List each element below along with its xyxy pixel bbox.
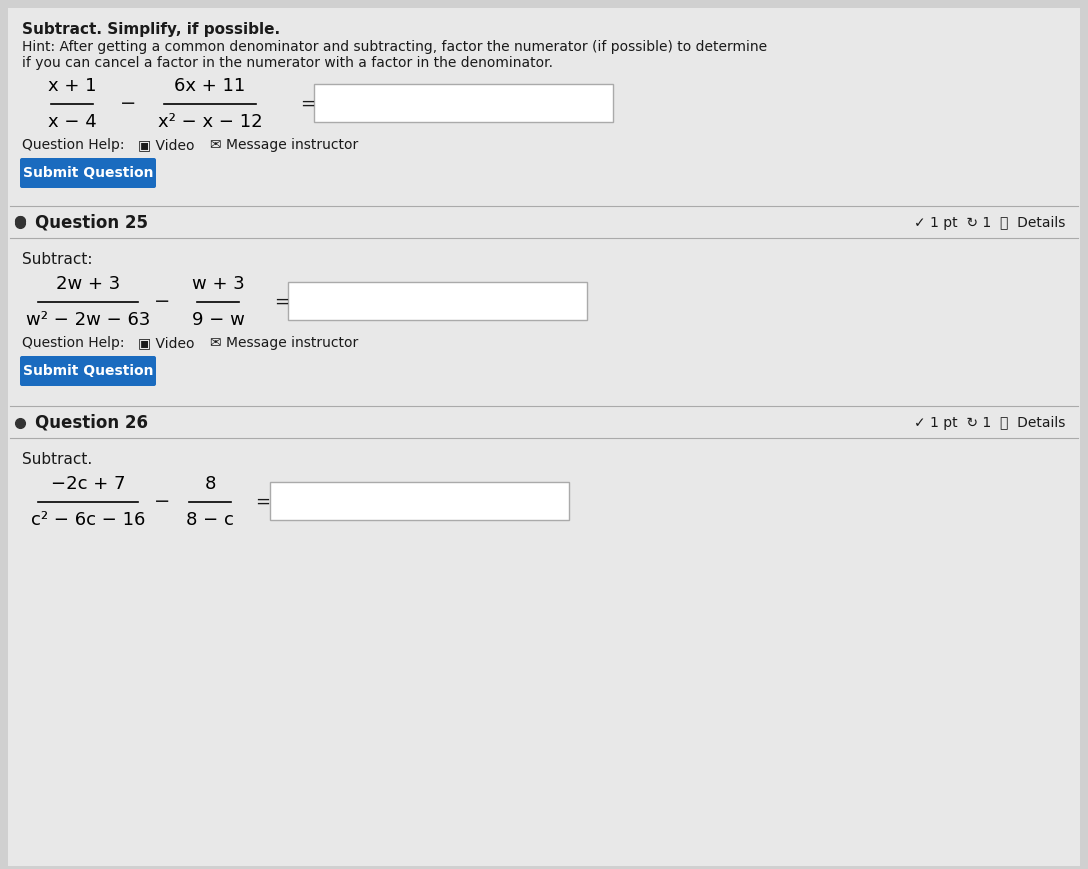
Text: if you can cancel a factor in the numerator with a factor in the denominator.: if you can cancel a factor in the numera…	[22, 56, 553, 70]
FancyBboxPatch shape	[20, 158, 156, 188]
Text: 6x + 11: 6x + 11	[174, 77, 246, 95]
FancyBboxPatch shape	[314, 84, 613, 122]
FancyBboxPatch shape	[270, 482, 569, 520]
Text: −2c + 7: −2c + 7	[51, 475, 125, 493]
Text: Subtract. Simplify, if possible.: Subtract. Simplify, if possible.	[22, 22, 280, 37]
Text: Question 26: Question 26	[35, 414, 148, 432]
Text: ✉ Message instructor: ✉ Message instructor	[210, 336, 358, 350]
Text: ✓ 1 pt  ↻ 1  ⓘ  Details: ✓ 1 pt ↻ 1 ⓘ Details	[914, 416, 1065, 430]
Text: Subtract.: Subtract.	[22, 452, 92, 467]
Text: Hint: After getting a common denominator and subtracting, factor the numerator (: Hint: After getting a common denominator…	[22, 40, 767, 54]
Text: =: =	[255, 493, 270, 511]
FancyBboxPatch shape	[288, 282, 588, 320]
Text: Question Help:: Question Help:	[22, 138, 124, 152]
Text: 8 − c: 8 − c	[186, 511, 234, 529]
Text: =: =	[300, 95, 316, 113]
Text: Subtract:: Subtract:	[22, 252, 92, 267]
Text: ✓ 1 pt  ↻ 1  ⓘ  Details: ✓ 1 pt ↻ 1 ⓘ Details	[914, 216, 1065, 230]
Text: x² − x − 12: x² − x − 12	[158, 113, 262, 131]
FancyBboxPatch shape	[8, 8, 1080, 866]
Text: =: =	[274, 293, 289, 311]
Text: 8: 8	[205, 475, 215, 493]
Text: x + 1: x + 1	[48, 77, 96, 95]
FancyBboxPatch shape	[20, 356, 156, 386]
Text: ▣ Video: ▣ Video	[138, 138, 195, 152]
Text: −: −	[153, 293, 170, 311]
Text: −: −	[153, 493, 170, 512]
Text: w + 3: w + 3	[191, 275, 245, 293]
Text: Question 25: Question 25	[35, 214, 148, 232]
Text: x − 4: x − 4	[48, 113, 97, 131]
Text: −: −	[120, 95, 136, 114]
Text: ▣ Video: ▣ Video	[138, 336, 195, 350]
Text: w² − 2w − 63: w² − 2w − 63	[26, 311, 150, 329]
Text: Submit Question: Submit Question	[23, 166, 153, 180]
Text: c² − 6c − 16: c² − 6c − 16	[30, 511, 145, 529]
Text: ✉ Message instructor: ✉ Message instructor	[210, 138, 358, 152]
Text: Submit Question: Submit Question	[23, 364, 153, 378]
Text: 2w + 3: 2w + 3	[55, 275, 120, 293]
Text: 9 − w: 9 − w	[191, 311, 245, 329]
Text: Question Help:: Question Help:	[22, 336, 124, 350]
